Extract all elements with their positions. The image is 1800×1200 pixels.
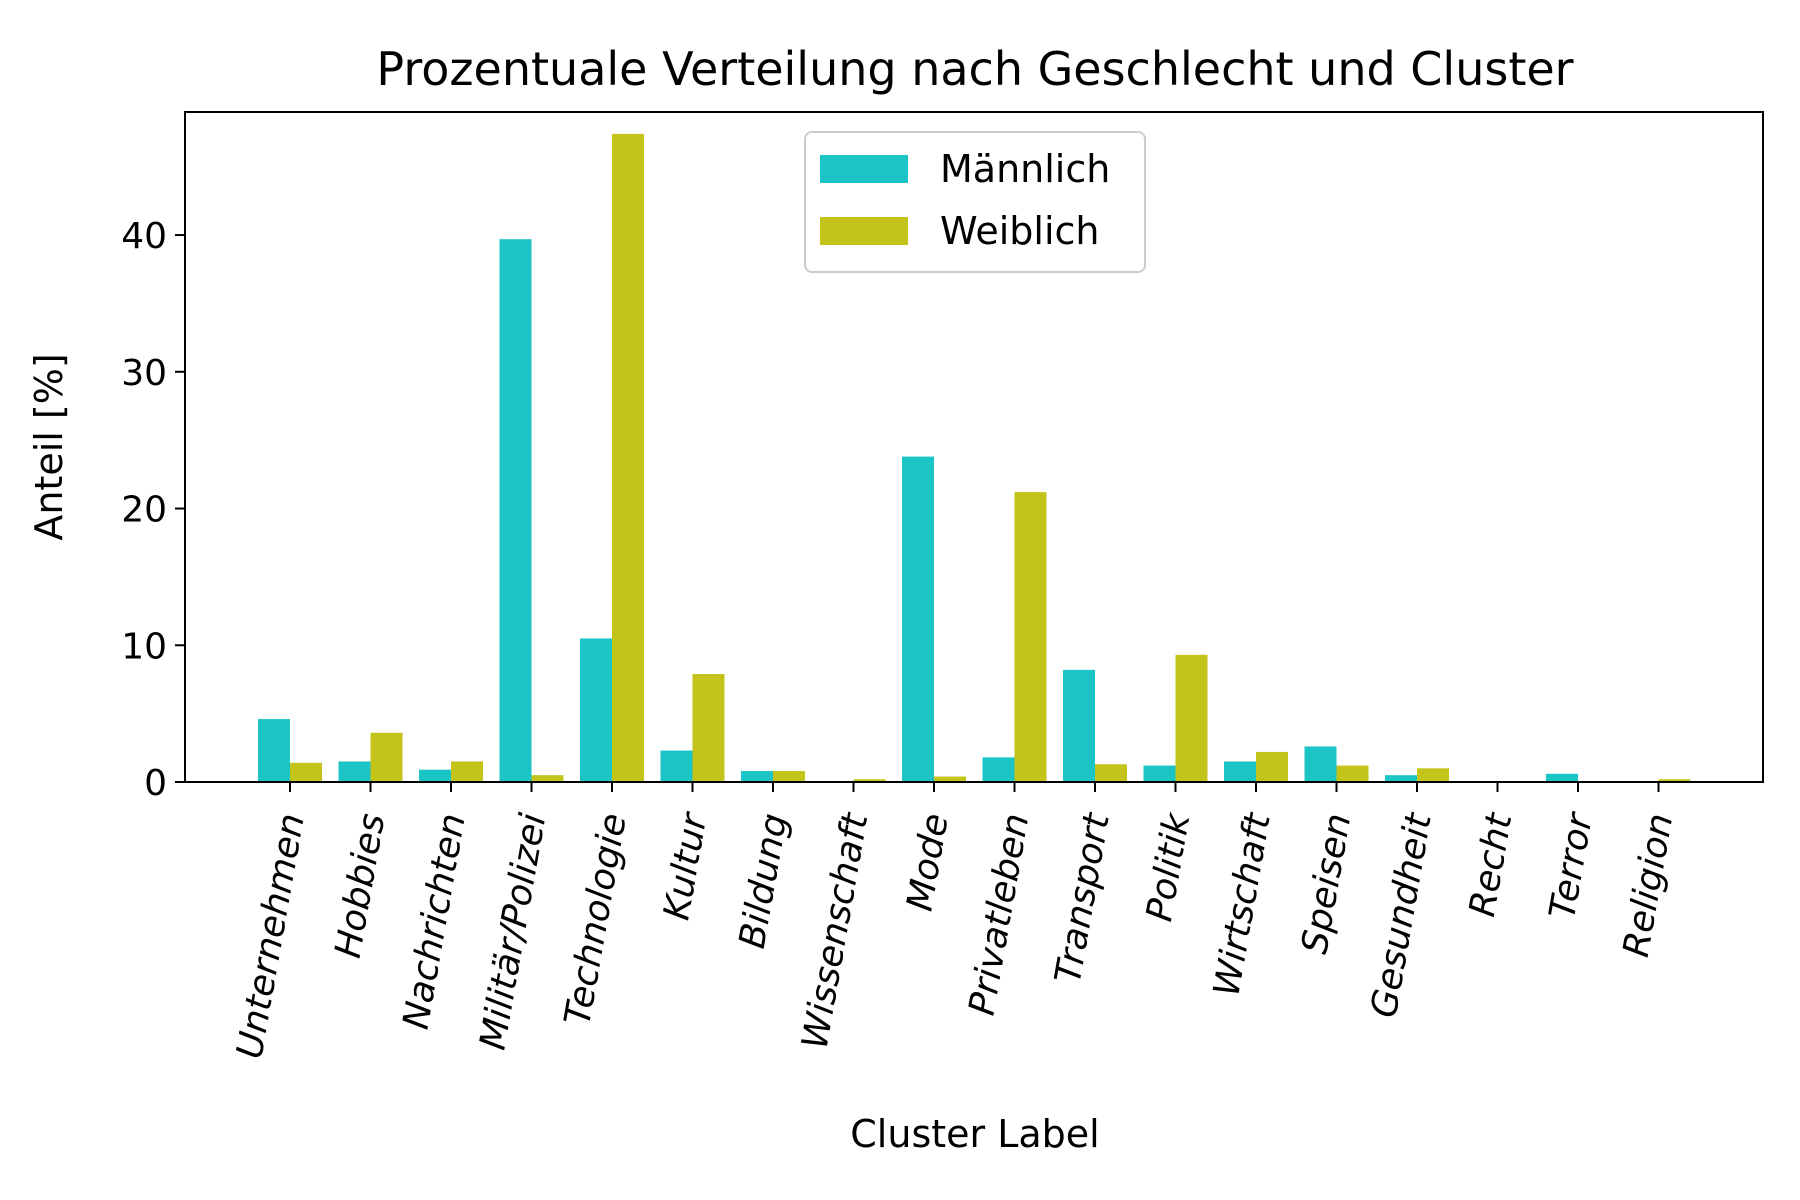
plot-frame bbox=[184, 111, 1764, 783]
x-tick-label: Transport bbox=[1048, 809, 1118, 987]
x-tick-label: Technologie bbox=[557, 810, 635, 1028]
x-tick-label: Wissenschaft bbox=[795, 809, 877, 1053]
y-axis: 0 10 20 30 40 bbox=[121, 216, 185, 804]
legend-swatch bbox=[820, 217, 908, 245]
legend: Männlich Weiblich bbox=[804, 131, 1146, 273]
x-axis: Unternehmen Hobbies NachrichtenMilitär/Pol… bbox=[229, 782, 1681, 1062]
y-tick-label: 0 bbox=[144, 763, 167, 804]
x-tick-label: Terror bbox=[1542, 808, 1601, 922]
x-axis-label: Cluster Label bbox=[850, 1112, 1099, 1156]
x-tick-label: Politik bbox=[1139, 808, 1199, 924]
x-tick-label: Hobbies bbox=[328, 810, 394, 961]
y-tick-label: 30 bbox=[121, 353, 167, 394]
x-tick-label: Wirtschaft bbox=[1206, 809, 1279, 1000]
x-tick-label: Mode bbox=[899, 810, 956, 914]
x-tick-label: Bildung bbox=[732, 810, 796, 951]
bar bbox=[531, 775, 564, 782]
bar bbox=[1224, 761, 1256, 782]
legend-swatch bbox=[820, 155, 908, 183]
bar bbox=[982, 757, 1015, 782]
legend-label: Männlich bbox=[940, 147, 1110, 191]
bar bbox=[1256, 751, 1288, 782]
y-axis-label: Anteil [%] bbox=[27, 353, 71, 540]
bar bbox=[1014, 492, 1047, 782]
bar bbox=[370, 732, 403, 782]
bar bbox=[1175, 654, 1208, 782]
x-tick-label: Gesundheit bbox=[1364, 809, 1441, 1021]
x-tick-label: Unternehmen bbox=[229, 810, 312, 1061]
bar bbox=[1063, 669, 1095, 782]
y-tick-label: 20 bbox=[121, 490, 167, 531]
bar bbox=[338, 761, 371, 782]
bar bbox=[1658, 779, 1691, 782]
bar bbox=[612, 133, 644, 782]
bar bbox=[773, 771, 805, 782]
y-tick-label: 40 bbox=[121, 216, 167, 257]
bar bbox=[1385, 775, 1417, 782]
y-tick-label: 10 bbox=[121, 626, 167, 667]
bar bbox=[660, 750, 693, 782]
bar bbox=[902, 456, 934, 782]
x-tick-label: Speisen bbox=[1294, 810, 1359, 957]
bar bbox=[499, 239, 532, 782]
bar bbox=[290, 762, 322, 782]
chart-title: Prozentuale Verteilung nach Geschlecht u… bbox=[376, 42, 1573, 96]
bar bbox=[853, 779, 886, 782]
bar bbox=[741, 771, 773, 782]
bar bbox=[1336, 765, 1369, 782]
bar bbox=[451, 761, 483, 782]
bars-group bbox=[258, 133, 1691, 782]
bar bbox=[580, 638, 612, 782]
bar bbox=[258, 719, 290, 782]
bar bbox=[1095, 764, 1127, 782]
bar bbox=[1417, 768, 1449, 782]
x-tick-label: Militär/Polizei bbox=[472, 810, 554, 1052]
bar bbox=[934, 776, 966, 782]
x-tick-label: Nachrichten bbox=[396, 810, 474, 1032]
bar bbox=[419, 769, 451, 782]
bar bbox=[692, 673, 725, 782]
legend-label: Weiblich bbox=[940, 209, 1100, 253]
bar bbox=[1546, 773, 1578, 782]
x-tick-label: Recht bbox=[1462, 809, 1521, 920]
bar bbox=[1143, 765, 1176, 782]
x-tick-label: Religion bbox=[1616, 810, 1682, 960]
x-tick-label: Privatleben bbox=[962, 810, 1038, 1018]
x-tick-label: Kultur bbox=[656, 808, 715, 923]
bar bbox=[1304, 746, 1337, 782]
